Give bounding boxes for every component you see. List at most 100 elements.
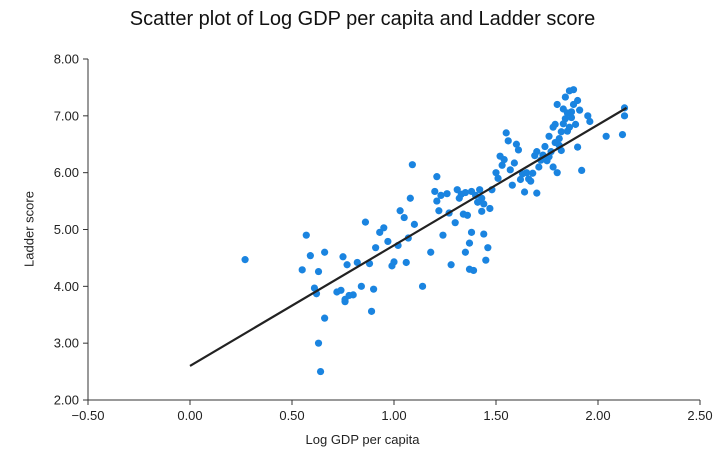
data-point [443,190,451,198]
data-point [337,286,345,294]
data-point [298,266,306,274]
x-tick-label: 1.50 [483,408,508,423]
data-point [349,291,357,299]
data-point [480,230,488,238]
data-point [482,256,490,264]
data-point [302,231,310,239]
data-point [461,188,469,197]
data-point [541,142,549,151]
data-point [508,181,516,189]
data-point [467,228,476,236]
data-point [510,159,518,167]
data-point [571,120,580,128]
data-point [380,224,388,232]
data-point [565,123,574,131]
data-point [494,174,502,182]
data-point [400,213,408,222]
data-point [478,194,486,202]
data-point [504,137,512,145]
data-point [408,161,416,169]
data-point [551,120,559,128]
data-point [463,211,472,219]
y-tick-label: 4.00 [54,279,79,294]
data-point [514,146,523,154]
data-point [506,166,514,174]
data-point [341,298,349,306]
data-point [390,258,398,266]
data-point [372,244,380,252]
chart-title: Scatter plot of Log GDP per capita and L… [129,8,596,30]
data-point [461,248,469,256]
data-point [306,252,314,260]
data-point [523,169,531,177]
trend-line [189,106,628,367]
x-tick-label: −0.50 [72,408,105,423]
data-point [500,155,508,164]
data-point [310,284,319,292]
data-point [586,117,594,126]
data-point [465,239,474,247]
y-tick-label: 6.00 [54,165,79,180]
data-point [533,148,541,156]
data-point [370,285,378,293]
data-point [321,248,329,256]
data-point [316,367,325,376]
x-axis-label: Log GDP per capita [305,432,420,447]
data-point [620,112,629,120]
data-point [578,166,586,174]
data-point [529,169,537,177]
x-tick-label: 2.00 [585,408,610,423]
data-point [549,163,557,171]
data-point [484,244,492,252]
y-tick-label: 5.00 [54,222,79,237]
x-tick-label: 1.00 [381,408,406,423]
data-point [433,173,441,181]
data-point [447,261,455,269]
data-point [561,93,569,101]
data-point [478,207,486,215]
data-point [553,100,561,109]
y-tick-label: 7.00 [54,108,79,123]
data-point [433,197,441,205]
data-point [241,256,249,264]
data-point [553,169,561,177]
data-point [402,258,410,267]
data-point [555,134,563,143]
data-point [567,108,576,116]
y-tick-label: 3.00 [54,336,79,351]
data-point [353,258,361,267]
data-point [343,261,351,269]
data-point [469,266,478,275]
data-point [569,86,578,94]
data-point [339,253,347,261]
data-point [567,113,576,122]
data-point [520,188,529,196]
data-point [516,175,525,184]
data-point [557,128,565,136]
data-point [314,339,323,347]
data-point [410,220,418,228]
data-point [435,207,443,215]
data-point [502,129,510,137]
data-point [574,143,582,151]
data-point [437,191,445,199]
data-point [367,307,376,315]
data-point [357,282,365,290]
data-point [535,163,543,171]
data-point [431,187,439,196]
data-point [584,112,592,120]
x-tick-label: 2.50 [687,408,712,423]
data-point [602,132,610,140]
y-tick-label: 2.00 [54,393,79,408]
data-point [618,130,627,139]
data-point [492,169,500,177]
data-point [533,189,541,197]
data-point [561,115,569,123]
y-tick-label: 8.00 [54,52,79,67]
data-point [418,282,427,290]
y-axis-label: Ladder score [21,191,37,267]
data-point [486,204,494,213]
data-point [545,132,553,140]
